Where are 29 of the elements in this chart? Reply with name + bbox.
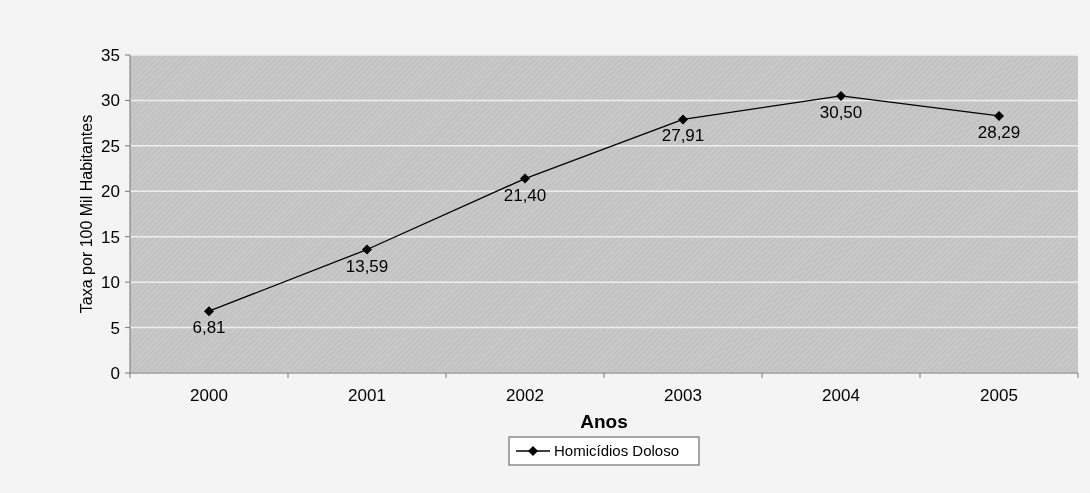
x-tick-label: 2001: [348, 386, 386, 405]
text: 6,81: [192, 318, 226, 338]
x-tick-label: 2005: [980, 386, 1018, 405]
point: [678, 114, 688, 125]
y-tick-label: 5: [110, 318, 120, 338]
text: 21,40: [503, 185, 547, 205]
point: [836, 90, 846, 101]
y-tick-label: 10: [101, 273, 120, 293]
y-tick-label: 25: [101, 136, 120, 156]
y-axis-title: Taxa por 100 Mil Habitantes: [78, 114, 95, 314]
point: [994, 110, 1004, 121]
y-tick-label: 35: [101, 45, 120, 65]
y-tick-label: 0: [110, 363, 120, 383]
x-tick-label: 2000: [190, 386, 228, 405]
x-tick-label: 2004: [822, 386, 860, 405]
x-tick-label: 2002: [506, 386, 544, 405]
legend-label: Homicídios Doloso: [554, 442, 680, 460]
point: [362, 244, 372, 255]
text: 27,91: [661, 126, 705, 146]
x-axis-title: Anos: [580, 411, 628, 432]
text: 28,29: [977, 122, 1021, 142]
y-tick-label: 20: [101, 182, 120, 202]
point: [520, 173, 530, 184]
y-tick-label: 15: [101, 227, 120, 247]
text: 30,50: [819, 102, 863, 122]
point: [204, 306, 214, 317]
y-tick-label: 30: [101, 91, 120, 111]
text: 13,59: [345, 256, 389, 276]
x-tick-label: 2003: [664, 386, 702, 405]
